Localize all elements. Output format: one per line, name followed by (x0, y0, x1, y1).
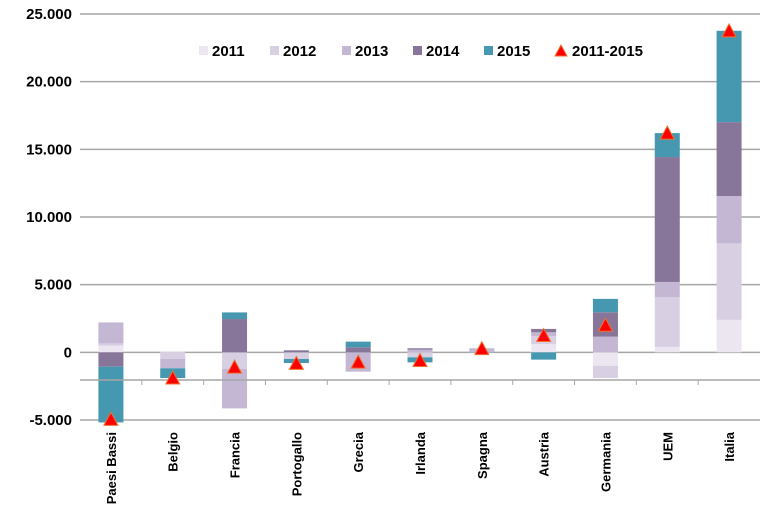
total-marker-triangle (226, 359, 243, 374)
x-tick-label: Austria (537, 431, 552, 477)
y-tick-label: 15.000 (26, 141, 72, 158)
legend-label: 2015 (497, 43, 530, 60)
bar-segment-2012 (98, 343, 124, 346)
x-tick-label: Paesi Bassi (104, 432, 119, 504)
total-marker-triangle (721, 22, 737, 38)
legend-label: 2011 (212, 43, 245, 60)
bar-segment-2015 (716, 30, 742, 123)
bar-segment-2015 (345, 341, 371, 348)
total-marker-triangle (412, 352, 428, 367)
y-tick-label: 5.000 (34, 277, 72, 294)
legend-label: 2012 (283, 43, 316, 60)
x-tick-label: Spagna (475, 431, 490, 479)
legend-swatch-2013 (342, 46, 351, 55)
legend-swatch-2014 (413, 46, 422, 55)
x-tick-label: Germania (598, 431, 613, 492)
bar-segment-2012 (654, 297, 680, 347)
bar-segment-2013 (160, 358, 186, 369)
x-axis-tick-labels: Paesi Bassi Belgio Francia Portogallo Grecia… (104, 431, 737, 504)
bar-segment-2014 (222, 319, 248, 353)
total-marker-triangle (473, 340, 490, 356)
legend-swatch-2012 (270, 46, 279, 55)
total-marker-triangle (659, 125, 676, 140)
bar-segment-2013 (716, 196, 742, 244)
bar-segment-2012 (160, 352, 186, 359)
y-tick-label: 0 (64, 344, 72, 361)
bar-segment-2011 (592, 352, 618, 366)
total-marker-triangle (103, 411, 119, 426)
legend-label: 2014 (426, 43, 460, 60)
x-tick-label: UEM (660, 432, 675, 461)
total-marker-triangle (288, 355, 305, 370)
total-marker-triangle (164, 369, 181, 385)
total-marker-triangle (350, 354, 367, 369)
legend-label: 2013 (355, 43, 388, 60)
bar-segment-2012 (592, 365, 618, 379)
x-tick-label: Italia (722, 431, 737, 461)
legend-label: 2011-2015 (572, 43, 643, 60)
bar-segment-2013 (592, 336, 618, 353)
bar-segment-2014 (98, 352, 124, 367)
y-tick-label: 10.000 (26, 209, 72, 226)
bar-segment-2014 (283, 350, 309, 353)
y-tick-label: 20.000 (26, 74, 72, 91)
x-tick-label: Belgio (166, 432, 181, 472)
legend: 2011 2012 2013 2014 2015 2011-2015 (199, 43, 643, 60)
bar-segment-2011 (531, 344, 557, 353)
x-tick-label: Grecia (351, 431, 366, 472)
bar-segment-2012 (716, 243, 742, 320)
bar-segment-2011 (98, 345, 124, 353)
bar-segment-2013 (654, 281, 680, 298)
legend-swatch-2011 (199, 46, 208, 55)
bar-segment-2011 (160, 350, 186, 353)
bar-segment-2011 (654, 346, 680, 353)
bar-segment-2011 (716, 319, 742, 353)
bar-segment-2014 (716, 122, 742, 197)
total-marker-triangle (597, 317, 614, 332)
x-axis (80, 379, 760, 385)
x-tick-label: Irlanda (413, 431, 428, 474)
bar-segment-2015 (222, 312, 248, 320)
bar-segment-2014 (407, 348, 433, 350)
total-markers (103, 22, 737, 426)
y-tick-label: 25.000 (26, 6, 72, 23)
y-axis-tick-labels: -5.000 0 5.000 10.000 15.000 20.000 25.000 (26, 6, 72, 429)
x-tick-label: Francia (228, 431, 243, 478)
legend-swatch-2015 (484, 46, 493, 55)
legend-triangle-icon (554, 43, 568, 57)
x-tick-label: Portogallo (289, 432, 304, 496)
y-tick-label: -5.000 (29, 412, 72, 429)
bar-segment-2013 (222, 368, 248, 409)
bar-segment-2013 (407, 349, 433, 353)
bar-segment-2015 (531, 352, 557, 360)
bar-segment-2013 (98, 322, 124, 344)
bar-segment-2014 (345, 347, 371, 353)
bar-segment-2015 (592, 298, 618, 313)
bars (98, 30, 742, 423)
total-marker-triangle (535, 327, 552, 343)
bar-segment-2014 (654, 157, 680, 282)
gridlines (80, 13, 760, 421)
